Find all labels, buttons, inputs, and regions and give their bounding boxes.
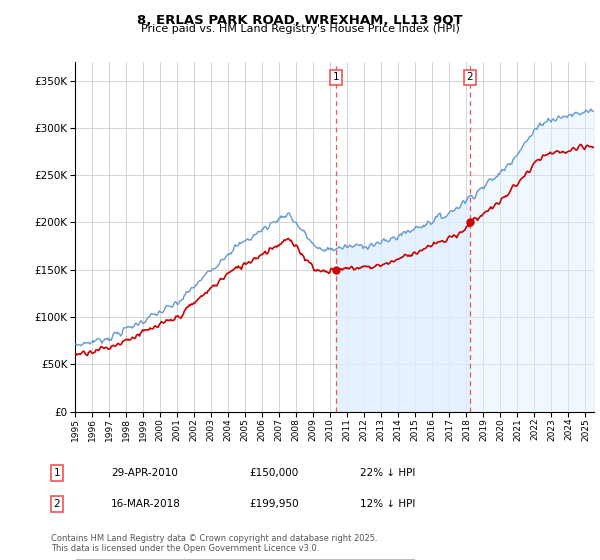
Text: 8, ERLAS PARK ROAD, WREXHAM, LL13 9QT: 8, ERLAS PARK ROAD, WREXHAM, LL13 9QT <box>137 14 463 27</box>
Text: 29-APR-2010: 29-APR-2010 <box>111 468 178 478</box>
Text: 1: 1 <box>332 72 339 82</box>
Text: Contains HM Land Registry data © Crown copyright and database right 2025.
This d: Contains HM Land Registry data © Crown c… <box>51 534 377 553</box>
Text: £199,950: £199,950 <box>249 499 299 509</box>
Text: 1: 1 <box>53 468 61 478</box>
Text: 12% ↓ HPI: 12% ↓ HPI <box>360 499 415 509</box>
Text: 2: 2 <box>53 499 61 509</box>
Text: £150,000: £150,000 <box>249 468 298 478</box>
Text: 2: 2 <box>467 72 473 82</box>
Legend: 8, ERLAS PARK ROAD, WREXHAM, LL13 9QT (detached house), HPI: Average price, deta: 8, ERLAS PARK ROAD, WREXHAM, LL13 9QT (d… <box>74 559 415 560</box>
Text: Price paid vs. HM Land Registry's House Price Index (HPI): Price paid vs. HM Land Registry's House … <box>140 24 460 34</box>
Text: 16-MAR-2018: 16-MAR-2018 <box>111 499 181 509</box>
Text: 22% ↓ HPI: 22% ↓ HPI <box>360 468 415 478</box>
